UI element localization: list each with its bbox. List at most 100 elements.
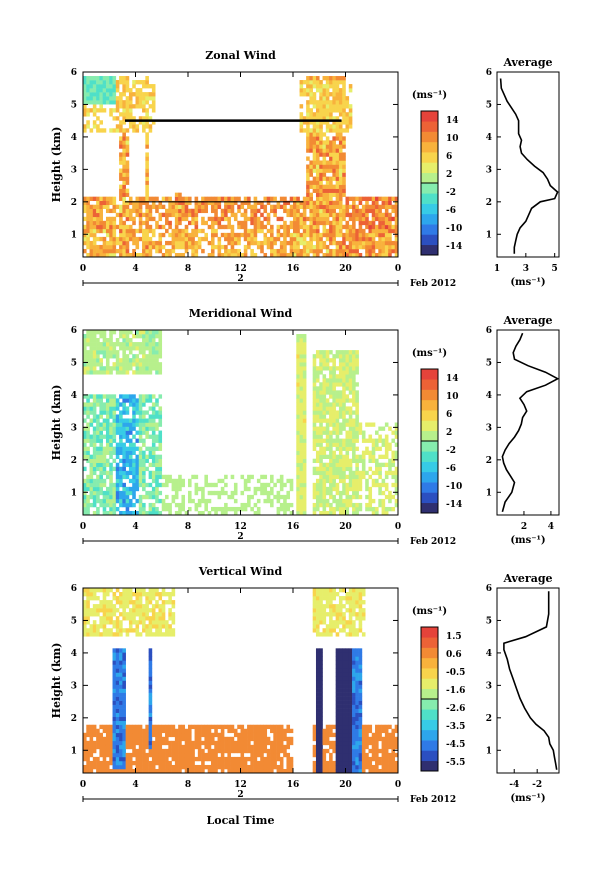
heatmap-cell [371,216,376,222]
heatmap-cell [299,442,304,447]
heatmap-cell [342,96,346,101]
heatmap-cell [158,350,163,355]
heatmap-cell [342,232,346,238]
heatmap-cell [329,382,333,387]
heatmap-cell [161,632,166,637]
heatmap-cell [184,244,189,250]
heatmap-cell [332,248,336,254]
heatmap-cell [263,486,268,492]
heatmap-cell [86,80,90,85]
heatmap-cell [256,478,261,484]
heatmap-cell [388,212,392,218]
heatmap-cell [315,426,320,431]
heatmap-cell [358,244,363,250]
heatmap-cell [112,430,117,435]
heatmap-cell [253,490,258,496]
heatmap-cell [342,378,346,383]
heatmap-cell [335,248,340,254]
heatmap-cell [342,406,346,411]
heatmap-cell [181,756,186,762]
heatmap-cell [92,350,97,355]
heatmap-cell [345,494,350,500]
heatmap-cell [96,624,100,629]
heatmap-cell [250,506,254,512]
heatmap-cell [309,116,313,121]
heatmap-cell [299,458,304,464]
heatmap-cell [361,240,366,246]
heatmap-cell [361,434,366,439]
heatmap-cell [247,216,251,222]
heatmap-cell [322,168,327,173]
heatmap-cell [342,208,346,214]
heatmap-cell [315,100,320,105]
heatmap-cell [142,394,146,399]
heatmap-cell [263,732,268,738]
heatmap-cell [256,220,261,226]
heatmap-cell [158,732,163,738]
heatmap-cell [145,136,149,141]
heatmap-cell [283,732,287,738]
heatmap-cell [145,92,149,97]
heatmap-cell [299,418,304,423]
heatmap-cell [315,684,320,689]
x-tick-label: 0 [80,522,86,532]
heatmap-cell [96,116,100,121]
heatmap-cell [384,486,389,492]
heatmap-cell [368,450,373,455]
heatmap-cell [115,366,120,371]
heatmap-cell [358,200,363,206]
heatmap-cell [352,426,356,431]
heatmap-cell [332,724,336,730]
heatmap-cell [214,744,218,750]
heatmap-cell [115,446,120,451]
heatmap-cell [296,252,300,258]
heatmap-cell [355,438,359,443]
heatmap-cell [86,208,90,214]
heatmap-cell [230,756,235,762]
heatmap-cell [394,490,399,496]
heatmap-cell [201,740,205,746]
heatmap-cell [342,760,346,766]
heatmap-cell [378,438,382,443]
heatmap-cell [161,624,166,629]
heatmap-cell [315,88,320,93]
heatmap-cell [309,216,313,222]
heatmap-cell [194,768,199,774]
heatmap-cell [371,232,376,238]
heatmap-cell [174,204,179,210]
heatmap-cell [112,394,117,399]
heatmap-cell [122,140,126,145]
heatmap-cell [371,506,376,512]
heatmap-cell [201,236,205,242]
heatmap-cell [312,152,317,157]
heatmap-cell [115,668,120,673]
heatmap-cell [315,410,320,415]
heatmap-cell [375,204,379,210]
heatmap-cell [332,164,336,169]
heatmap-cell [138,478,143,484]
heatmap-cell [204,752,208,758]
heatmap-cell [220,732,225,738]
heatmap-cell [210,482,215,488]
heatmap-cell [233,212,238,218]
heatmap-cell [302,350,307,355]
heatmap-cell [352,494,356,500]
heatmap-cell [345,398,350,403]
heatmap-cell [319,200,323,206]
heatmap-cell [315,764,320,770]
heatmap-cell [276,498,281,504]
heatmap-cell [168,200,172,206]
heatmap-cell [237,736,241,742]
heatmap-cell [335,220,340,226]
heatmap-cell [174,502,179,508]
heatmap-cell [168,208,172,214]
heatmap-cell [243,506,248,512]
heatmap-cell [230,228,235,234]
heatmap-cell [158,394,163,399]
heatmap-cell [86,768,90,774]
heatmap-cell [378,446,382,451]
heatmap-cell [119,434,123,439]
heatmap-cell [178,736,182,742]
heatmap-cell [102,450,107,455]
heatmap-cell [132,394,136,399]
